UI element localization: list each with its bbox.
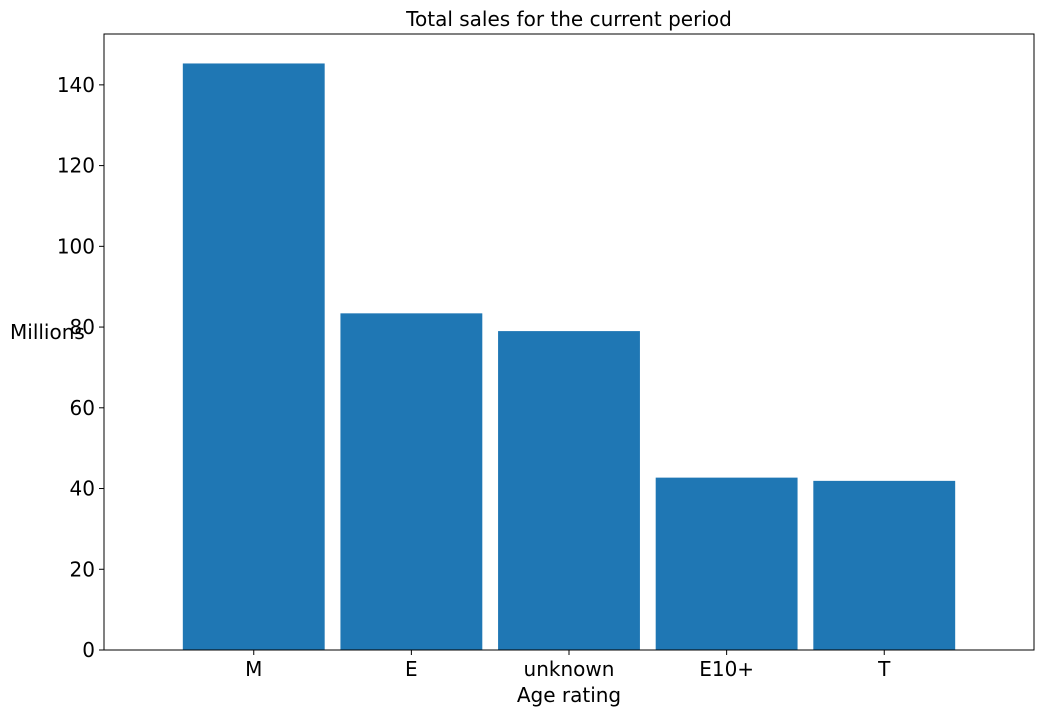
y-tick-label: 100	[57, 234, 95, 258]
bar-t	[813, 480, 956, 650]
x-tick-label: T	[877, 657, 891, 681]
bar-unknown	[498, 331, 640, 650]
bar-e	[340, 313, 483, 650]
y-tick-label: 80	[70, 315, 95, 339]
y-tick-label: 40	[70, 477, 95, 501]
x-tick-label: M	[245, 657, 262, 681]
y-tick-label: 140	[57, 73, 95, 97]
x-axis-label: Age rating	[517, 683, 621, 707]
y-axis-label: Millions	[10, 320, 85, 344]
bar-m	[182, 63, 325, 650]
bar-e10-	[655, 477, 798, 650]
x-tick-label: E	[405, 657, 418, 681]
x-tick-label: unknown	[524, 657, 615, 681]
y-axis-ticks: 0 20 40 60 80 100 120 140	[57, 73, 104, 662]
x-tick-label: E10+	[699, 657, 754, 681]
y-tick-label: 60	[70, 396, 95, 420]
y-tick-label: 20	[70, 557, 95, 581]
bars-group	[182, 63, 956, 650]
y-tick-label: 120	[57, 154, 95, 178]
chart-title: Total sales for the current period	[405, 7, 732, 31]
plot-frame	[103, 33, 1035, 651]
y-tick-label: 0	[82, 638, 95, 662]
